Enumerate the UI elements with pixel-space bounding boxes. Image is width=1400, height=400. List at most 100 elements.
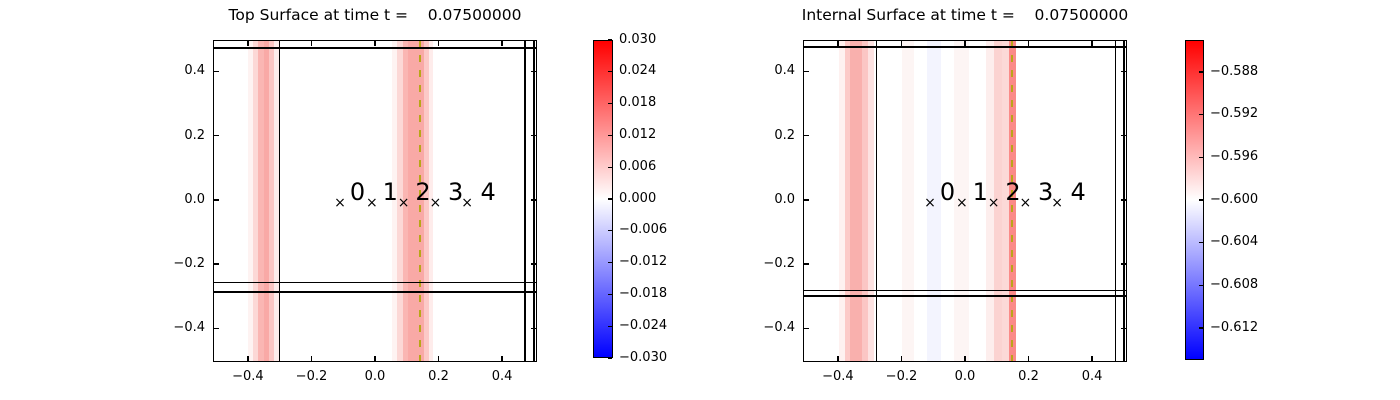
y-tick-left — [214, 70, 220, 73]
y-tick-left — [804, 199, 810, 201]
x-tick-top — [1027, 41, 1030, 47]
x-tick-bottom — [964, 355, 966, 361]
plot1-title: Top Surface at time t = 0.07500000 — [228, 6, 522, 24]
heatmap-band-stripe — [868, 40, 874, 362]
x-tick-label: −0.2 — [885, 369, 918, 384]
y-tick-right — [1120, 327, 1126, 329]
x-tick-bottom — [310, 355, 313, 361]
x-tick-bottom — [837, 355, 839, 361]
y-tick-label: −0.4 — [763, 320, 795, 336]
y-tick-label: −0.2 — [763, 256, 795, 272]
colorbar-tick — [607, 198, 612, 200]
colorbar-tick-label: 0.030 — [619, 31, 657, 47]
x-tick-bottom — [1027, 355, 1030, 361]
heatmap-band-stripe — [268, 40, 274, 362]
mesh-line-vertical — [1114, 40, 1116, 362]
x-marker: × — [924, 195, 936, 212]
y-tick-label: 0.4 — [774, 63, 795, 79]
y-tick-right — [1120, 70, 1126, 73]
x-marker: × — [955, 195, 968, 212]
colorbar-gradient — [1185, 40, 1204, 360]
heatmap-band-stripe — [273, 40, 280, 362]
x-marker: × — [334, 195, 346, 212]
x-tick-label: 0.2 — [1018, 369, 1039, 384]
mesh-line-vertical — [524, 40, 526, 362]
marker-label: 1 — [382, 178, 398, 207]
heatmap-band-stripe — [838, 40, 845, 362]
colorbar-tick — [607, 71, 612, 73]
y-tick-right — [530, 263, 536, 265]
y-tick-left — [804, 327, 810, 329]
x-tick-bottom — [437, 355, 440, 361]
colorbar-tick-label: −0.018 — [619, 285, 668, 301]
colorbar-tick-label: −0.024 — [619, 317, 668, 333]
x-marker: × — [365, 195, 378, 212]
x-tick-top — [374, 41, 376, 47]
mesh-line-horizontal — [803, 295, 1127, 297]
y-tick-label: 0.4 — [184, 63, 205, 79]
heatmap-band-stripe — [247, 40, 254, 362]
colorbar-tick — [1198, 114, 1203, 116]
marker-label: 1 — [972, 178, 988, 207]
colorbar-tick-label: −0.030 — [619, 349, 668, 365]
colorbar-tick-label: 0.018 — [619, 95, 657, 111]
colorbar-tick — [607, 262, 612, 264]
heatmap-band-stripe — [926, 40, 942, 362]
colorbar-tick-label: −0.012 — [619, 254, 668, 270]
y-tick-right — [530, 199, 536, 201]
mesh-line-vertical — [1123, 40, 1125, 362]
heatmap-band-stripe — [429, 40, 434, 362]
mesh-line-horizontal — [213, 47, 537, 49]
heatmap-band-stripe — [862, 40, 869, 362]
colorbar-tick — [1198, 242, 1203, 244]
x-tick-label: 0.4 — [1081, 369, 1103, 384]
y-tick-left — [214, 263, 220, 265]
colorbar-tick-label: −0.592 — [1210, 106, 1259, 122]
x-tick-top — [964, 41, 966, 47]
colorbar-tick — [607, 134, 612, 136]
y-tick-right — [1120, 135, 1126, 137]
x-tick-label: 0.4 — [491, 369, 513, 384]
heatmap-band-stripe — [993, 40, 1002, 362]
colorbar-tick-label: 0.024 — [619, 63, 657, 79]
y-tick-label: −0.2 — [173, 256, 205, 272]
y-tick-right — [1120, 263, 1126, 265]
heatmap-band-stripe — [901, 40, 914, 362]
x-tick-top — [437, 41, 440, 47]
x-tick-label: −0.4 — [822, 369, 854, 384]
y-tick-label: 0.2 — [184, 127, 205, 143]
marker-label: 4 — [1070, 178, 1086, 207]
mesh-line-vertical — [875, 40, 878, 362]
y-tick-right — [530, 135, 536, 137]
heatmap-band-stripe — [253, 40, 259, 362]
x-tick-label: −0.2 — [295, 369, 328, 384]
colorbar-tick-label: 0.012 — [619, 126, 657, 142]
colorbar-tick — [607, 293, 612, 295]
x-marker: × — [429, 195, 442, 212]
x-marker: × — [461, 195, 473, 212]
y-tick-left — [214, 327, 220, 329]
y-tick-right — [530, 70, 536, 73]
x-marker: × — [1019, 195, 1032, 212]
heatmap-band-stripe — [392, 40, 397, 362]
x-tick-bottom — [900, 355, 903, 361]
mesh-line-horizontal — [213, 282, 537, 284]
colorbar-tick-label: −0.612 — [1210, 319, 1259, 335]
plot2-title: Internal Surface at time t = 0.07500000 — [801, 6, 1129, 24]
interface-dashed-line — [419, 40, 422, 362]
colorbar-tick-label: −0.608 — [1210, 276, 1259, 292]
colorbar-tick-label: −0.006 — [619, 222, 668, 238]
colorbar-tick — [607, 166, 612, 168]
axes-spine — [803, 40, 1127, 362]
y-tick-left — [804, 135, 810, 137]
heatmap-band-stripe — [263, 40, 269, 362]
heatmap-band-stripe — [844, 40, 851, 362]
y-tick-left — [804, 263, 810, 265]
x-tick-label: 0.0 — [954, 369, 976, 384]
colorbar-tick — [607, 230, 612, 232]
marker-label: 3 — [448, 178, 464, 207]
colorbar-tick-label: 0.006 — [619, 158, 657, 174]
interface-dashed-line — [1011, 40, 1014, 362]
x-tick-label: 0.2 — [428, 369, 449, 384]
colorbar-tick — [1198, 71, 1203, 73]
